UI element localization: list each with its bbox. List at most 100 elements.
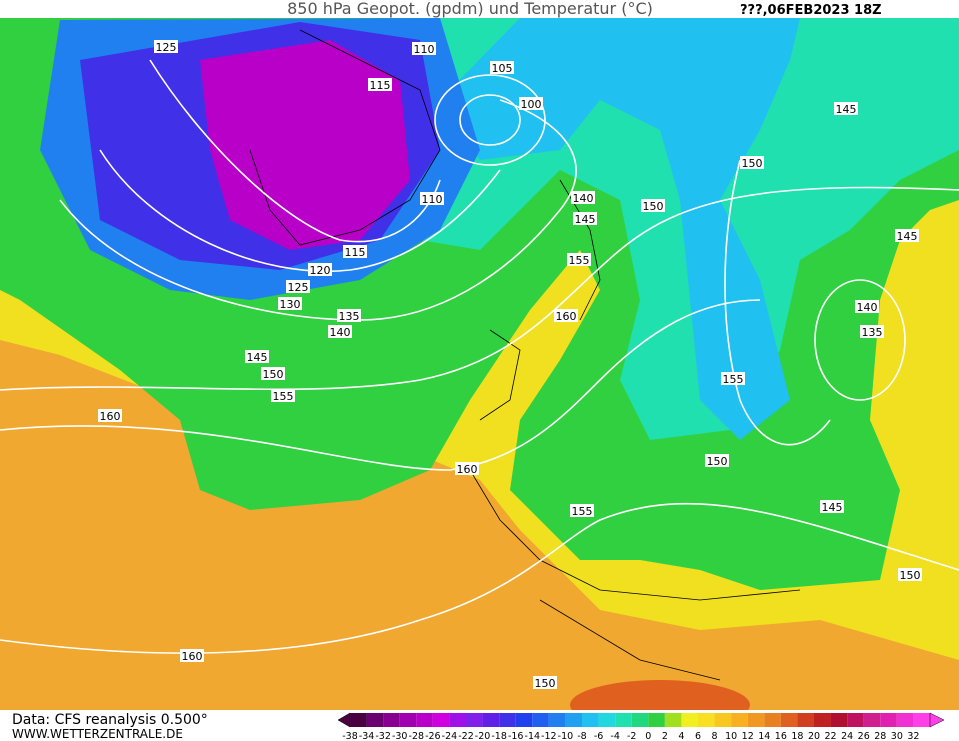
contour-label-box [740, 156, 764, 169]
colorbar-cell [880, 713, 897, 727]
colorbar-cell [681, 713, 698, 727]
colorbar: -38 -34 -32 -30 -28 -26 -24 -22 -20 -18 -16 -14 -12-… [337, 712, 945, 741]
contour-label: 145 [836, 103, 857, 116]
contour-line [459, 94, 521, 146]
colorbar-cell [515, 713, 533, 727]
contour-label-box [721, 372, 745, 385]
colorbar-tick-label: -30 [392, 731, 408, 741]
colorbar-tick-label: -4 [610, 731, 619, 741]
contour-label-box [261, 367, 285, 380]
colorbar-cell [664, 713, 682, 727]
contour-label: 160 [182, 650, 203, 663]
contour-label-box [573, 212, 597, 225]
contour-label: 120 [310, 264, 331, 277]
contour-label: 145 [247, 351, 268, 364]
contour-label-box [898, 568, 922, 581]
colorbar-tick-label: -24 [442, 731, 458, 741]
contour-label: 125 [156, 41, 177, 54]
temperature-field [200, 40, 410, 250]
colorbar-cell [482, 713, 500, 727]
colorbar-tick-label: -22 [458, 731, 474, 741]
colorbar-tick-label: 22 [825, 731, 837, 741]
header-bar [0, 0, 959, 18]
contour-label-box [420, 192, 444, 205]
contour-label-box [519, 97, 543, 110]
contour-label: 155 [569, 254, 590, 267]
contour-label-box [571, 191, 595, 204]
contour-label-box [855, 300, 879, 313]
colorbar-tick-label: -32 [375, 731, 391, 741]
contour-label: 140 [857, 301, 878, 314]
colorbar-tick-label: 30 [891, 731, 903, 741]
colorbar-cell [863, 713, 881, 727]
colorbar-tick-label: -6 [594, 731, 603, 741]
colorbar-cell [350, 713, 367, 727]
contour-label: 110 [414, 43, 435, 56]
contour-label: 145 [575, 213, 596, 226]
contour-label: 160 [100, 410, 121, 423]
contour-line [59, 99, 577, 321]
contour-label: 150 [707, 455, 728, 468]
colorbar-tick-label: -20 [475, 731, 491, 741]
contour-label-box [154, 40, 178, 53]
colorbar-tick-label: 24 [841, 731, 853, 741]
contour-label: 130 [280, 298, 301, 311]
contour-label: 155 [723, 373, 744, 386]
colorbar-cell [366, 713, 384, 727]
colorbar-tick-label: 4 [678, 731, 684, 741]
colorbar-tick-label: 8 [712, 731, 718, 741]
contour-label-box [98, 409, 122, 422]
colorbar-cell [565, 713, 582, 727]
contour-label-box [490, 61, 514, 74]
colorbar-cell [499, 713, 516, 727]
colorbar-cell [399, 713, 417, 727]
temperature-field [440, 18, 800, 440]
colorbar-cell [913, 713, 930, 727]
contour-label: 150 [900, 569, 921, 582]
colorbar-tick-label: 12 [742, 731, 754, 741]
contour-label-box [337, 309, 361, 322]
contour-label-box [860, 325, 884, 338]
colorbar-tick-label: -2 [627, 731, 636, 741]
contour-label: 140 [330, 326, 351, 339]
contour-label-box [412, 42, 436, 55]
contour-label-box [245, 350, 269, 363]
contour-label: 110 [422, 193, 443, 206]
colorbar-cell [797, 713, 814, 727]
contour-label: 105 [492, 62, 513, 75]
colorbar-tick-label: 0 [645, 731, 651, 741]
contour-label-box [834, 102, 858, 115]
contour-line [724, 159, 831, 446]
contour-label: 145 [822, 501, 843, 514]
contour-label: 150 [263, 368, 284, 381]
colorbar-cell [416, 713, 433, 727]
contour-label-box [895, 229, 919, 242]
colorbar-tick-label: 10 [725, 731, 737, 741]
contour-label-box [180, 649, 204, 662]
colorbar-tick-label: -28 [409, 731, 425, 741]
colorbar-tick-label: 14 [758, 731, 770, 741]
colorbar-tick-label: -10 [558, 731, 574, 741]
colorbar-cell [449, 713, 466, 727]
contour-label-box [567, 253, 591, 266]
colorbar-tick-label: 2 [662, 731, 668, 741]
contour-label-box [554, 309, 578, 322]
map-date: ???,06FEB2023 18Z [740, 3, 882, 18]
colorbar-tick-label: -26 [425, 731, 441, 741]
colorbar-cell [432, 713, 450, 727]
colorbar-tick-label: -14 [525, 731, 541, 741]
colorbar-cell [698, 713, 715, 727]
contour-label: 150 [742, 157, 763, 170]
colorbar-cell [764, 713, 781, 727]
contour-label-box [271, 389, 295, 402]
contour-label: 160 [457, 463, 478, 476]
contour-label: 125 [288, 281, 309, 294]
colorbar-cell [582, 713, 599, 727]
colorbar-cell [896, 713, 914, 727]
colorbar-tick-label: -34 [359, 731, 375, 741]
contour-label-box [328, 325, 352, 338]
colorbar-cell [747, 713, 765, 727]
colorbar-cell [466, 713, 483, 727]
coastline [249, 29, 801, 681]
contour-label-box [820, 500, 844, 513]
